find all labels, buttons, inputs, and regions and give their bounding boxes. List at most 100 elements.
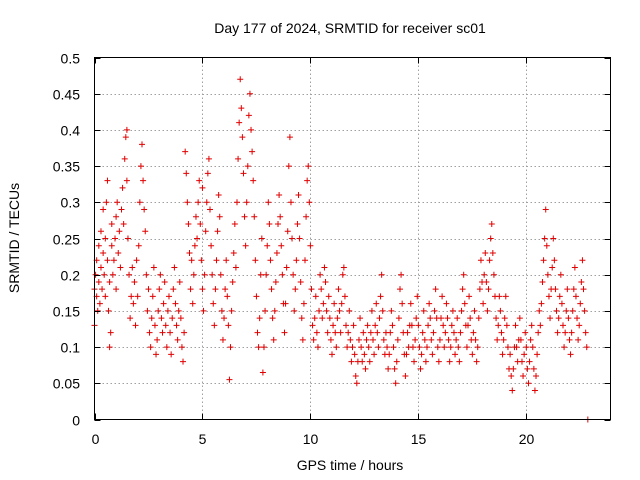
data-point — [294, 221, 301, 228]
data-point — [176, 278, 183, 285]
data-point — [394, 336, 401, 343]
data-point — [545, 293, 552, 300]
x-tick-label: 15 — [411, 431, 427, 447]
data-point — [214, 228, 221, 235]
data-point — [254, 329, 261, 336]
data-point — [572, 293, 579, 300]
data-point — [217, 271, 224, 278]
data-point — [197, 221, 204, 228]
data-point — [249, 148, 256, 155]
data-point — [392, 380, 399, 387]
data-point — [343, 322, 350, 329]
data-point — [544, 271, 551, 278]
data-point — [248, 126, 255, 133]
data-point — [138, 141, 145, 148]
data-point — [563, 307, 570, 314]
data-point — [409, 344, 416, 351]
data-point — [396, 286, 403, 293]
data-point — [226, 376, 233, 383]
data-point — [159, 329, 166, 336]
data-point — [523, 344, 530, 351]
data-point — [384, 344, 391, 351]
data-point — [346, 307, 353, 314]
data-point — [185, 221, 192, 228]
data-point — [322, 278, 329, 285]
data-point — [360, 329, 367, 336]
data-point — [314, 344, 321, 351]
data-point — [552, 286, 559, 293]
data-point — [174, 336, 181, 343]
data-point — [117, 264, 124, 271]
y-axis-label: SRMTID / TECUs — [6, 183, 22, 293]
data-point — [444, 315, 451, 322]
data-point — [470, 329, 477, 336]
data-point — [569, 307, 576, 314]
data-point — [428, 336, 435, 343]
data-point — [128, 293, 135, 300]
data-point — [583, 344, 590, 351]
data-point — [521, 351, 528, 358]
y-tick-label: 0.1 — [61, 340, 81, 356]
x-tick-label: 0 — [92, 431, 100, 447]
data-point — [131, 278, 138, 285]
data-point — [475, 315, 482, 322]
data-point — [263, 271, 270, 278]
data-point — [448, 322, 455, 329]
data-point — [577, 300, 584, 307]
data-point — [576, 322, 583, 329]
data-point — [252, 257, 259, 264]
x-tick-label: 10 — [303, 431, 319, 447]
data-point — [326, 315, 333, 322]
data-point — [312, 293, 319, 300]
data-point — [126, 271, 133, 278]
data-point — [390, 344, 397, 351]
data-point — [171, 264, 178, 271]
data-point — [210, 300, 217, 307]
data-point — [297, 278, 304, 285]
data-point — [251, 213, 258, 220]
data-point — [207, 206, 214, 213]
data-point — [529, 344, 536, 351]
data-point — [257, 271, 264, 278]
data-point — [485, 286, 492, 293]
data-point — [426, 300, 433, 307]
data-point — [132, 322, 139, 329]
data-point — [108, 221, 115, 228]
data-point — [123, 177, 130, 184]
data-point — [551, 257, 558, 264]
data-point — [477, 257, 484, 264]
data-point — [304, 177, 311, 184]
data-point — [483, 278, 490, 285]
data-point — [349, 344, 356, 351]
data-point — [113, 286, 120, 293]
data-point — [336, 307, 343, 314]
data-point — [92, 271, 99, 278]
data-point — [357, 315, 364, 322]
data-point — [463, 344, 470, 351]
data-point — [258, 235, 265, 242]
data-point — [439, 293, 446, 300]
data-point — [202, 228, 209, 235]
data-point — [502, 293, 509, 300]
data-point — [310, 336, 317, 343]
data-point — [371, 351, 378, 358]
data-point — [105, 307, 112, 314]
data-point — [95, 242, 102, 249]
data-point — [129, 264, 136, 271]
data-point — [227, 344, 234, 351]
data-point — [222, 286, 229, 293]
data-point — [112, 235, 119, 242]
data-point — [509, 387, 516, 394]
data-point — [412, 336, 419, 343]
data-point — [445, 336, 452, 343]
data-point — [289, 235, 296, 242]
data-point — [307, 242, 314, 249]
data-point — [259, 369, 266, 376]
data-point — [459, 286, 466, 293]
data-point — [496, 293, 503, 300]
data-point — [245, 112, 252, 119]
data-point — [580, 286, 587, 293]
data-point — [318, 286, 325, 293]
data-point — [449, 307, 456, 314]
data-point — [345, 329, 352, 336]
